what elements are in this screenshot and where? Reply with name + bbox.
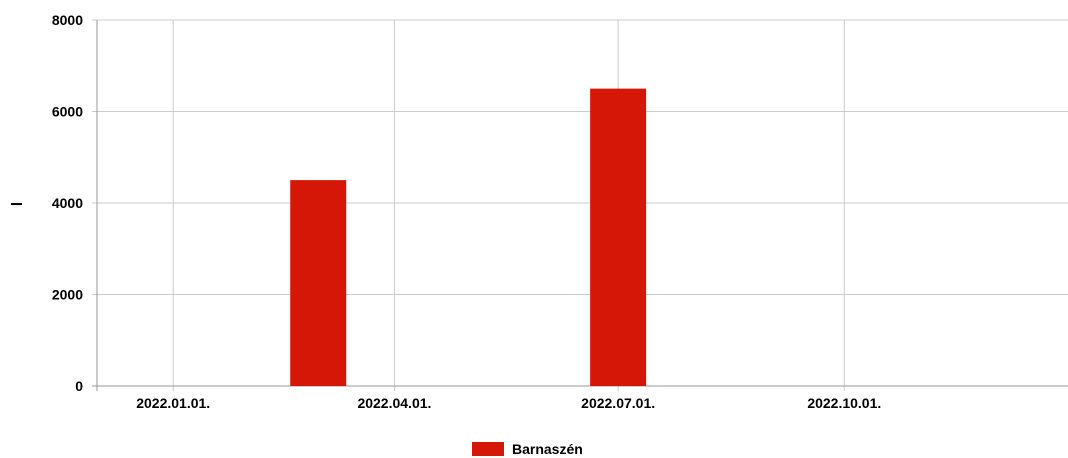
- x-tick-label: 2022.10.01.: [807, 395, 881, 411]
- bar: [590, 88, 647, 386]
- y-axis-label: l: [9, 202, 26, 206]
- bar: [290, 180, 347, 386]
- legend: Barnaszén: [472, 441, 583, 457]
- x-axis-ticks: 2022.01.01. 2022.04.01. 2022.07.01. 2022.10…: [136, 395, 881, 411]
- x-tick-label: 2022.07.01.: [581, 395, 655, 411]
- y-axis-ticks: 0 2000 4000 6000 8000: [52, 12, 83, 394]
- legend-swatch: [472, 442, 504, 456]
- y-tick-label: 2000: [52, 287, 83, 303]
- bars: [290, 88, 647, 386]
- grid-lines: [92, 19, 1068, 391]
- y-tick-label: 4000: [52, 195, 83, 211]
- x-tick-label: 2022.01.01.: [136, 395, 210, 411]
- y-tick-label: 0: [75, 378, 83, 394]
- y-tick-label: 8000: [52, 12, 83, 28]
- x-tick-label: 2022.04.01.: [357, 395, 431, 411]
- legend-label: Barnaszén: [512, 441, 583, 457]
- y-tick-label: 6000: [52, 104, 83, 120]
